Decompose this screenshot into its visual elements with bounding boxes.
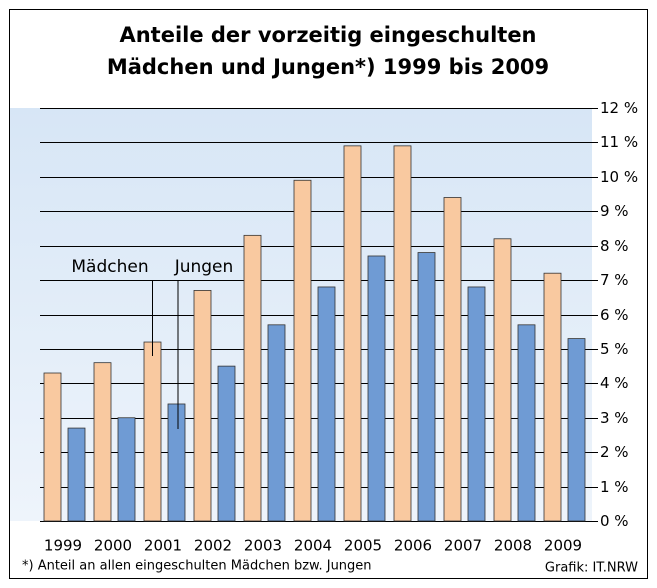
source: Grafik: IT.NRW: [545, 561, 638, 576]
bar: [367, 255, 386, 522]
legend-label: Mädchen: [71, 257, 148, 277]
x-tick-label: 2004: [294, 537, 332, 555]
bar: [243, 234, 262, 522]
bar: [443, 197, 462, 522]
bar: [543, 272, 562, 522]
chart-title: Anteile der vorzeitig eingeschulten: [119, 23, 536, 47]
y-tick-label: 10 %: [600, 168, 638, 186]
y-tick-label: 4 %: [600, 374, 629, 392]
x-tick-label: 2006: [394, 537, 432, 555]
bar: [43, 372, 62, 522]
bar: [317, 286, 336, 522]
bar: [267, 324, 286, 522]
bar: [117, 417, 136, 522]
x-tick-label: 2000: [94, 537, 132, 555]
bar: [193, 290, 212, 522]
x-tick-label: 2009: [544, 537, 582, 555]
bar: [417, 252, 436, 522]
y-tick-label: 8 %: [600, 237, 629, 255]
y-tick-label: 3 %: [600, 409, 629, 427]
y-tick-label: 11 %: [600, 133, 638, 151]
bar: [493, 238, 512, 522]
bar: [143, 341, 162, 522]
bar: [467, 286, 486, 522]
footnote: *) Anteil an allen eingeschulten Mädchen…: [22, 559, 372, 574]
bar: [343, 145, 362, 522]
y-tick-label: 9 %: [600, 202, 629, 220]
bar: [567, 338, 586, 522]
x-tick-label: 2008: [494, 537, 532, 555]
x-tick-label: 2001: [144, 537, 182, 555]
bar: [517, 324, 536, 522]
y-tick-label: 1 %: [600, 478, 629, 496]
y-tick-label: 6 %: [600, 306, 629, 324]
bar: [167, 403, 186, 522]
y-tick-label: 5 %: [600, 340, 629, 358]
y-tick-label: 7 %: [600, 271, 629, 289]
bar: [393, 145, 412, 522]
bar: [93, 362, 112, 522]
chart-title: Mädchen und Jungen*) 1999 bis 2009: [107, 55, 549, 79]
x-tick-label: 2007: [444, 537, 482, 555]
bar: [67, 427, 86, 522]
bar: [217, 365, 236, 522]
x-tick-label: 2003: [244, 537, 282, 555]
x-tick-label: 2002: [194, 537, 232, 555]
bar: [293, 179, 312, 522]
x-tick-label: 1999: [44, 537, 82, 555]
legend-label: Jungen: [174, 257, 234, 277]
y-tick-label: 2 %: [600, 443, 629, 461]
y-tick-label: 0 %: [600, 512, 629, 530]
y-tick-label: 12 %: [600, 99, 638, 117]
x-tick-label: 2005: [344, 537, 382, 555]
